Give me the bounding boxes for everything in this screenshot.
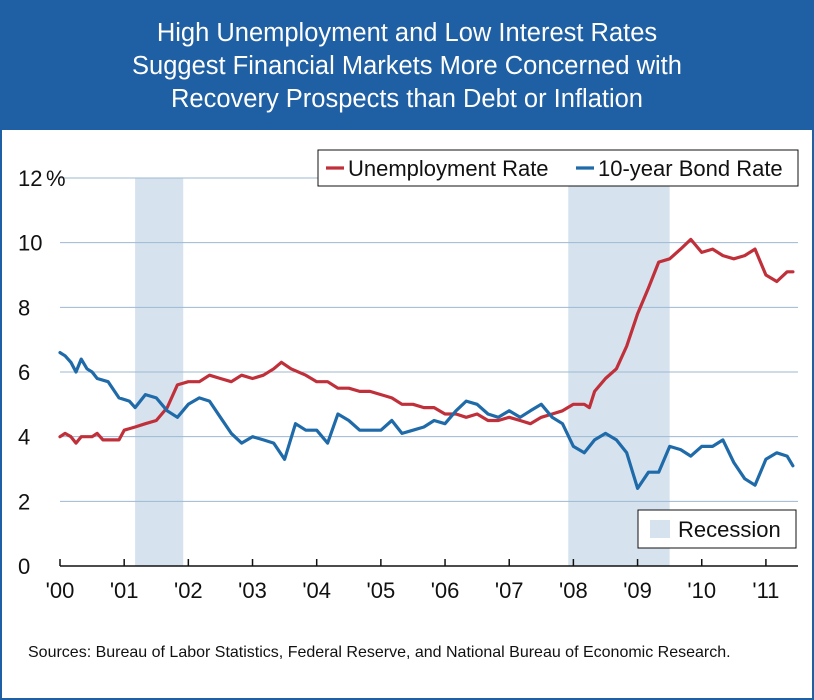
x-tick-label-1: '01 (110, 578, 139, 603)
y-unit-label: % (46, 166, 66, 191)
y-tick-label-0: 0 (18, 554, 30, 579)
y-tick-label-3: 6 (18, 360, 30, 385)
x-tick-label-5: '05 (367, 578, 396, 603)
series-line-bond (58, 351, 795, 490)
legend-label-bond: 10-year Bond Rate (598, 156, 783, 181)
recession-legend-label: Recession (678, 517, 781, 542)
chart-title-line-2: Suggest Financial Markets More Concerned… (132, 51, 682, 80)
x-tick-label-4: '04 (302, 578, 331, 603)
chart-title-line-3: Recovery Prospects than Debt or Inflatio… (171, 84, 643, 113)
chart-area: '00 '01 '02 '03 '04 '05 '06 '07 '08 '09 '10 '11 0 2 4 6… (2, 130, 812, 620)
x-tick-label-6: '06 (431, 578, 460, 603)
chart-title-line-1: High Unemployment and Low Interest Rates (156, 18, 658, 47)
x-tick-label-10: '10 (687, 578, 716, 603)
x-tick-label-0: '00 (46, 578, 75, 603)
y-tick-label-6: 12 (18, 166, 42, 191)
source-note: Sources: Bureau of Labor Statistics, Fed… (28, 644, 731, 661)
y-tick-label-4: 8 (18, 295, 30, 320)
x-tick-label-2: '02 (174, 578, 203, 603)
x-tick-label-7: '07 (495, 578, 524, 603)
series-legend-box (317, 149, 799, 187)
chart-header: High Unemployment and Low Interest Rates… (2, 2, 812, 130)
legend-label-unemployment: Unemployment Rate (348, 156, 549, 181)
x-tick-label-9: '09 (623, 578, 652, 603)
x-tick-label-11: '11 (752, 578, 779, 603)
y-tick-label-5: 10 (18, 231, 42, 256)
x-tick-label-3: '03 (238, 578, 267, 603)
series-line-unemployment (58, 237, 795, 445)
recession-legend-swatch (650, 520, 670, 538)
line-chart: '00 '01 '02 '03 '04 '05 '06 '07 '08 '09 '10 '11 0 2 4 6… (18, 149, 799, 603)
y-tick-label-1: 2 (18, 489, 30, 514)
y-tick-label-2: 4 (18, 425, 30, 450)
x-tick-label-8: '08 (559, 578, 588, 603)
